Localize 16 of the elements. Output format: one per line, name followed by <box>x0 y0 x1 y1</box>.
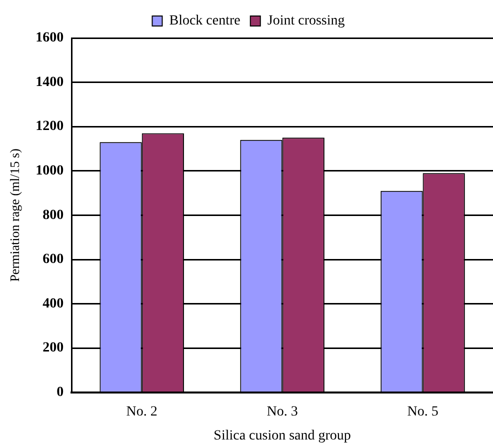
y-tick-label: 200 <box>42 340 64 356</box>
y-tick-label: 400 <box>42 296 64 312</box>
y-tick-label: 600 <box>42 252 64 268</box>
y-tick-label: 0 <box>56 385 64 400</box>
legend-label: Joint crossing <box>267 14 345 29</box>
y-tick-label: 1400 <box>36 74 64 90</box>
x-axis-title: Silica cusion sand group <box>214 428 351 444</box>
y-axis-title: Permiation rage (ml/15 s) <box>7 148 22 282</box>
y-tick-label: 1000 <box>36 164 64 179</box>
y-tick-label: 1600 <box>36 30 64 46</box>
y-tick-label: 800 <box>42 208 64 223</box>
legend-label: Block centre <box>169 14 240 29</box>
x-tick-label: No. 3 <box>266 404 298 420</box>
x-tick-label: No. 5 <box>407 404 438 420</box>
x-tick-label: No. 2 <box>126 404 158 420</box>
y-tick-label: 1200 <box>36 119 64 134</box>
